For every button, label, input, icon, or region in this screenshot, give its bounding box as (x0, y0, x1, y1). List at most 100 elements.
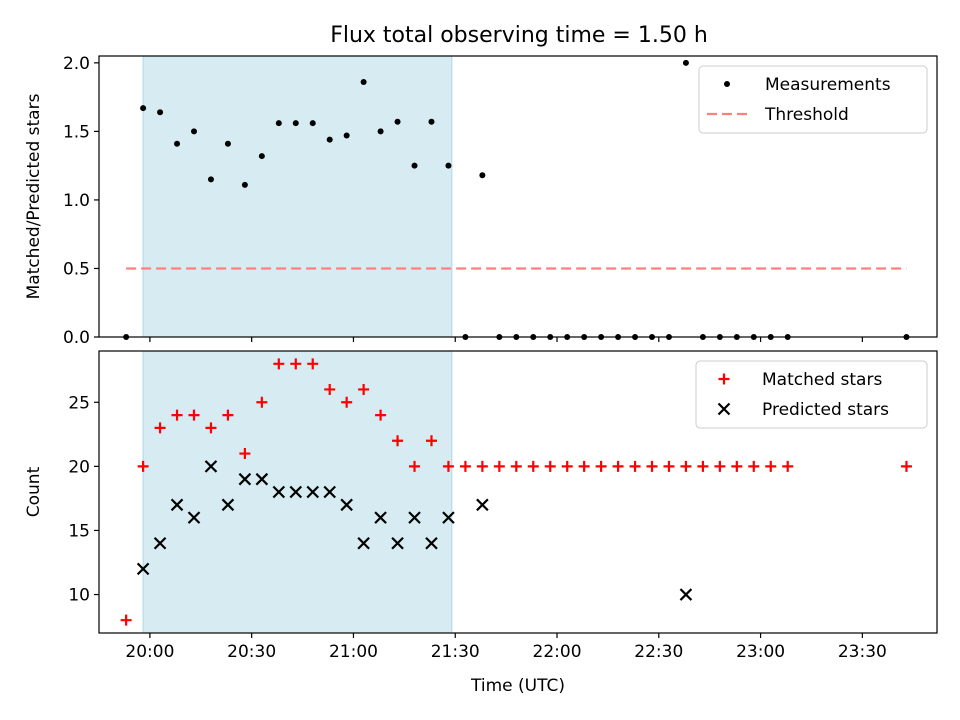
predicted-stars-point (425, 536, 438, 550)
predicted-stars-point (170, 498, 184, 512)
legend: Measurements Threshold (698, 65, 928, 134)
matched-stars-point (256, 396, 268, 408)
matched-stars-point (358, 383, 370, 395)
measurement-point (241, 181, 248, 188)
matched-stars-point (120, 614, 132, 626)
plot-frame (98, 55, 938, 338)
legend-label: Measurements (765, 75, 891, 95)
measurement-point (411, 162, 418, 169)
matched-stars-point (510, 460, 522, 472)
bottom-panel: 20:00 20:30 21:00 21:30 22:00 22:30 23:00 23:30… (24, 350, 938, 696)
matched-stars-point (290, 358, 302, 370)
measurement-point (140, 105, 147, 112)
predicted-stars-point (679, 588, 693, 601)
measurement-point (343, 132, 350, 139)
measurement-point (309, 120, 316, 127)
measurement-point (292, 120, 299, 127)
measurement-point (682, 59, 689, 66)
matched-stars-point (171, 409, 183, 421)
predicted-stars-point (357, 536, 370, 550)
predicted-stars-point (408, 511, 421, 524)
matched-stars-point (442, 460, 454, 472)
legend-box (695, 360, 928, 429)
matched-stars-point (375, 409, 387, 421)
measurement-point (360, 79, 367, 86)
matched-stars-point (409, 460, 421, 472)
legend: Matched stars Predicted stars (695, 360, 928, 429)
matched-stars-point (239, 448, 251, 460)
x-tick-label: 22:30 (634, 642, 683, 662)
predicted-stars-point (221, 498, 235, 512)
matched-stars-point (307, 358, 319, 370)
x-tick-label: 21:00 (329, 642, 378, 662)
measurement-point (377, 128, 384, 135)
matched-stars-point (748, 460, 760, 472)
legend-label: Matched stars (762, 370, 882, 390)
matched-stars-point (222, 409, 234, 421)
y-tick-label: 25 (68, 393, 90, 413)
matched-stars-point (324, 383, 336, 395)
y-tick-label: 0.5 (63, 259, 90, 279)
predicted-stars-point (153, 536, 167, 550)
matched-stars-point (476, 460, 488, 472)
matched-stars-point (629, 460, 641, 472)
predicted-stars-point (187, 511, 201, 524)
matched-stars-point (595, 460, 607, 472)
legend-box (698, 65, 928, 134)
matched-stars-point (561, 460, 573, 472)
measurement-point (224, 140, 231, 147)
top-panel: 0.0 0.5 1.0 1.5 2.0 Matched/Predicted stars Me… (24, 54, 938, 348)
predicted-stars-point (442, 511, 455, 524)
matched-stars-point (731, 460, 743, 472)
matched-stars-point (205, 422, 217, 434)
legend-dot-icon (724, 81, 730, 87)
predicted-stars-point (289, 485, 303, 499)
legend-x-icon (717, 402, 731, 416)
y-tick-label: 10 (68, 586, 90, 606)
measurement-point (207, 176, 214, 183)
legend-plus-icon (718, 373, 730, 385)
predicted-stars-point (374, 511, 387, 524)
predicted-stars-point (238, 472, 252, 486)
x-tick-label: 23:00 (736, 642, 785, 662)
plot-frame (98, 350, 938, 634)
measurement-point (275, 120, 282, 127)
matched-stars-point (765, 460, 777, 472)
figure-title: Flux total observing time = 1.50 h (330, 23, 708, 48)
matched-stars-point (544, 460, 556, 472)
matched-stars-point (663, 460, 675, 472)
measurement-point (190, 128, 197, 135)
matched-stars-point (714, 460, 726, 472)
y-tick-label: 15 (68, 521, 90, 541)
measurement-point (258, 153, 265, 160)
matched-stars-point (782, 460, 794, 472)
y-tick-label: 1.5 (63, 122, 90, 142)
y-axis-label: Count (24, 466, 44, 517)
x-tick-label: 20:00 (125, 642, 174, 662)
series-matched-stars (120, 358, 912, 626)
predicted-stars-point (340, 498, 353, 512)
predicted-stars-point (255, 472, 269, 486)
series-predicted-stars (136, 460, 693, 601)
matched-stars-point (527, 460, 539, 472)
matched-stars-point (646, 460, 658, 472)
measurement-point (479, 172, 486, 179)
y-tick-label: 20 (68, 457, 90, 477)
matched-stars-point (697, 460, 709, 472)
x-tick-label: 22:00 (533, 642, 582, 662)
matched-stars-point (578, 460, 590, 472)
measurement-point (428, 118, 435, 125)
y-axis-label: Matched/Predicted stars (24, 93, 44, 299)
predicted-stars-point (204, 460, 218, 473)
measurement-point (174, 140, 181, 147)
legend-label: Predicted stars (762, 400, 889, 420)
y-tick-label: 0.0 (63, 328, 90, 348)
matched-stars-point (493, 460, 505, 472)
legend-label: Threshold (764, 105, 849, 125)
matched-stars-point (341, 396, 353, 408)
x-tick-label: 21:30 (431, 642, 480, 662)
matched-stars-point (137, 460, 149, 472)
predicted-stars-point (476, 498, 489, 512)
measurement-point (326, 136, 333, 143)
